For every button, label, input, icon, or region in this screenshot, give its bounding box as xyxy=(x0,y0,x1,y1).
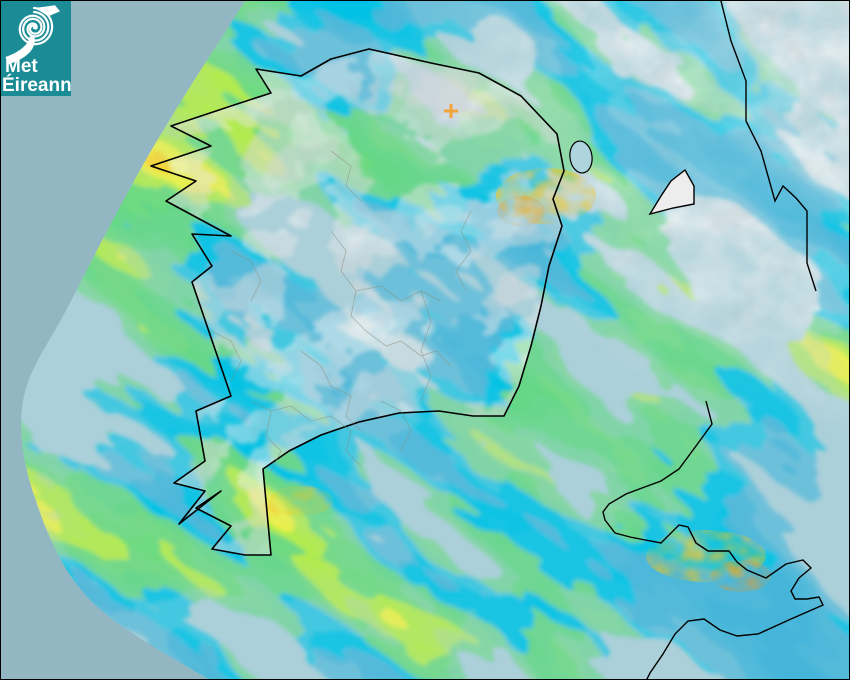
svg-text:Met: Met xyxy=(5,56,38,77)
svg-text:Éireann: Éireann xyxy=(2,74,71,96)
